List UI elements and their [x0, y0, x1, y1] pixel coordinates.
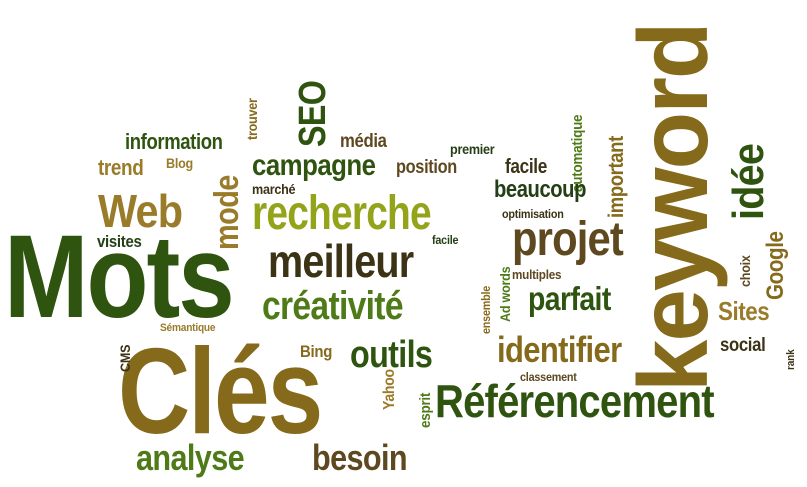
word-mots: Mots	[4, 211, 235, 343]
word-sites: Sites	[718, 296, 770, 326]
word-parfait: parfait	[528, 280, 611, 317]
word-facile-small: facile	[432, 233, 459, 247]
word-recherche: recherche	[252, 187, 432, 240]
word-analyse: analyse	[136, 437, 245, 478]
word-idee: idée	[724, 143, 773, 220]
word-seo: SEO	[292, 80, 334, 147]
word-referencement: Référencement	[435, 375, 715, 427]
word-creativite: créativité	[262, 284, 404, 328]
word-semantique: Sémantique	[160, 322, 216, 334]
word-cms: CMS	[117, 344, 133, 372]
word-marche: marché	[252, 181, 296, 197]
word-web: Web	[98, 185, 183, 237]
word-keyword: keyword	[618, 23, 728, 393]
word-rank: rank	[785, 349, 797, 370]
word-ad-words: Ad words	[497, 266, 513, 322]
word-position: position	[396, 157, 457, 178]
word-projet: projet	[512, 213, 624, 266]
word-trouver: trouver	[244, 98, 260, 140]
word-blog: Blog	[166, 155, 193, 171]
word-google: Google	[762, 231, 789, 300]
word-facile-top: facile	[505, 156, 547, 178]
word-choix: choix	[737, 255, 753, 287]
word-yahoo: Yahoo	[381, 369, 398, 410]
word-outils: outils	[350, 334, 433, 376]
word-optimisation: optimisation	[502, 207, 564, 221]
word-mode: mode	[208, 175, 246, 250]
word-esprit: esprit	[417, 392, 434, 428]
word-classement: classement	[520, 370, 577, 384]
word-ensemble: ensemble	[479, 285, 493, 334]
word-information: information	[125, 129, 223, 154]
word-campagne: campagne	[252, 149, 376, 182]
word-multiples: multiples	[512, 267, 562, 282]
word-besoin: besoin	[312, 437, 408, 478]
word-media: média	[340, 131, 387, 152]
word-meilleur: meilleur	[268, 235, 414, 287]
word-identifier: identifier	[497, 329, 622, 370]
word-visites: visites	[97, 232, 142, 251]
word-trend: trend	[98, 155, 144, 180]
word-social: social	[720, 335, 766, 356]
word-cles: Clés	[118, 323, 323, 459]
word-bing: Bing	[300, 342, 333, 361]
word-premier: premier	[450, 141, 495, 157]
word-beaucoup: beaucoup	[494, 176, 586, 203]
word-important: important	[605, 136, 628, 218]
